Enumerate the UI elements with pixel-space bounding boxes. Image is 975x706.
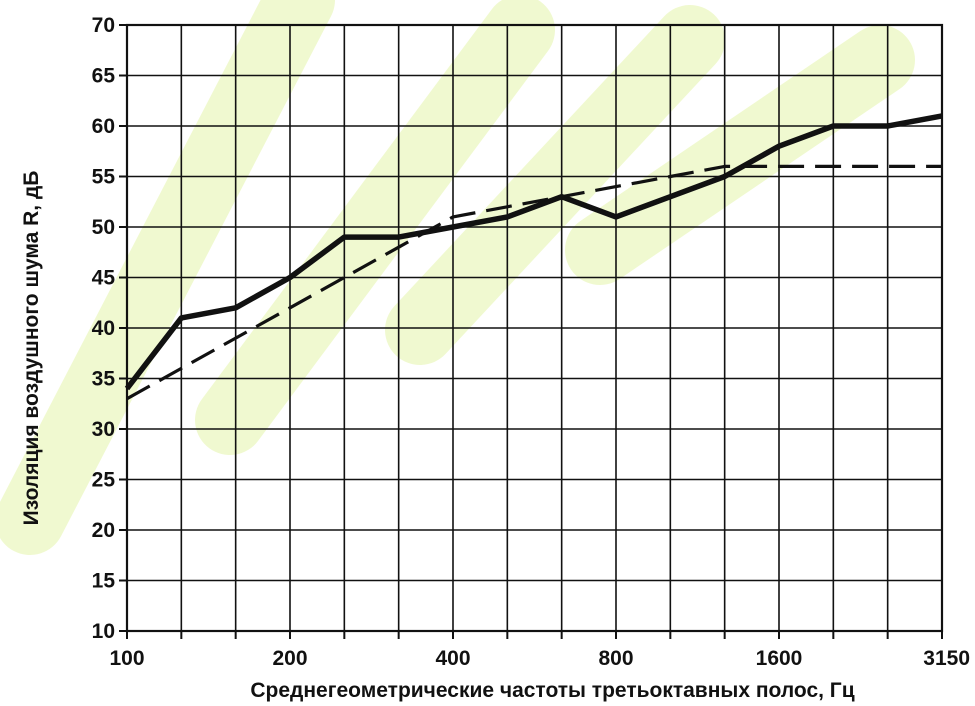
watermark [0, 0, 915, 555]
y-tick-label: 10 [92, 620, 115, 643]
y-tick-label: 20 [92, 519, 115, 542]
x-tick-label: 800 [598, 647, 633, 670]
watermark-stripe [195, 0, 555, 455]
y-tick-label: 25 [92, 469, 116, 492]
series-layer [124, 113, 943, 401]
x-axis-title: Среднегеометрические частоты третьоктавн… [250, 679, 854, 702]
x-tick-label: 100 [109, 647, 144, 670]
y-tick-label: 45 [92, 267, 116, 290]
y-axis-title: Изоляция воздушного шума R, дБ [20, 171, 43, 526]
x-tick-label: 1600 [756, 647, 803, 670]
x-tick-label: 3150 [923, 647, 970, 670]
y-tick-label: 50 [92, 216, 115, 239]
y-tick-label: 55 [92, 166, 116, 189]
y-tick-label: 15 [92, 570, 116, 593]
watermark-stripe [0, 0, 335, 555]
series-line-dashed [126, 164, 942, 401]
grid [126, 24, 943, 632]
y-axis-ticks: 10 15 20 25 30 35 40 45 50 55 60 65 70 [92, 14, 127, 643]
x-tick-label: 400 [435, 647, 470, 670]
watermark-stripe [385, 5, 725, 365]
x-axis-ticks: 100 200 400 800 1600 3150 [109, 631, 970, 670]
y-tick-label: 35 [92, 368, 116, 391]
y-tick-label: 70 [92, 14, 115, 37]
y-tick-label: 65 [92, 65, 116, 88]
y-tick-label: 40 [92, 317, 115, 340]
y-tick-label: 60 [92, 115, 115, 138]
series-line-solid [124, 113, 943, 391]
x-tick-label: 200 [272, 647, 307, 670]
y-tick-label: 30 [92, 418, 115, 441]
